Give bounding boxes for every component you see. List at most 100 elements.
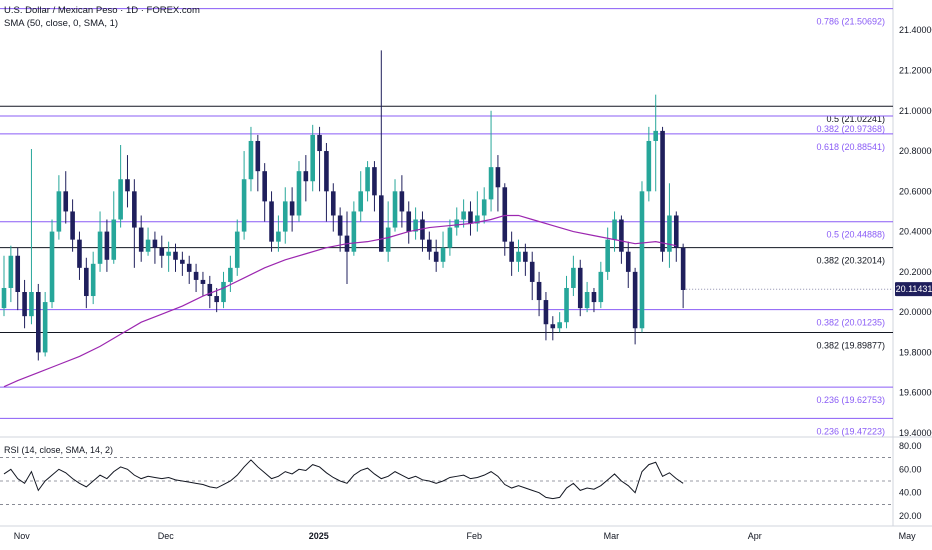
fib-level-label: 0.786 (21.50692) <box>816 17 885 27</box>
candle-body <box>571 267 576 288</box>
candle-body <box>90 263 96 297</box>
candle-body <box>351 211 357 252</box>
candle-body <box>667 215 672 252</box>
candle-body <box>104 231 110 260</box>
fib-level-label: 0.236 (19.47223) <box>816 426 885 436</box>
candle-body <box>186 263 192 272</box>
candle-body <box>180 259 185 264</box>
rsi-line <box>3 459 684 500</box>
x-tick-label: Nov <box>14 531 31 541</box>
candle-body <box>536 281 542 301</box>
candle-body <box>70 211 75 240</box>
y-tick-label: 20.80000 <box>899 146 932 156</box>
candle-body <box>516 251 521 262</box>
candle-body <box>365 167 370 192</box>
fib-level-label: 0.5 (20.44888) <box>826 230 885 240</box>
candle-body <box>22 292 27 317</box>
x-tick-label: May <box>899 531 917 541</box>
rsi-tick-label: 80.00 <box>899 441 922 451</box>
candle-body <box>173 251 178 260</box>
fib-level-label: 0.382 (20.01235) <box>816 318 885 328</box>
candle-body <box>207 283 213 297</box>
candle-body <box>276 231 281 242</box>
candle-body <box>543 300 549 325</box>
candle-body <box>63 191 69 212</box>
candle-body <box>49 231 55 303</box>
candle-body <box>262 171 267 202</box>
candle-body <box>310 134 315 182</box>
candle-body <box>269 201 274 242</box>
candle-body <box>234 231 240 268</box>
candle-body <box>427 239 432 252</box>
y-tick-label: 20.00000 <box>899 307 932 317</box>
candle-body <box>406 211 412 232</box>
rsi-legend: RSI (14, close, SMA, 14, 2) <box>4 445 114 455</box>
candle-body <box>214 296 219 303</box>
x-tick-label: Mar <box>604 531 620 541</box>
candle-body <box>680 247 686 290</box>
candle-body <box>420 219 425 240</box>
x-tick-label: Feb <box>466 531 482 541</box>
candle-body <box>564 287 569 323</box>
candle-body <box>125 179 130 192</box>
candle-body <box>625 251 631 272</box>
fib-level-label: 0.382 (19.89877) <box>816 341 885 351</box>
x-tick-label: Apr <box>748 531 762 541</box>
candle-body <box>557 322 562 329</box>
candle-body <box>200 279 206 284</box>
y-tick-label: 20.40000 <box>899 227 932 237</box>
fib-level-label: 0.382 (20.32014) <box>816 256 885 266</box>
candle-body <box>84 267 89 297</box>
candle-body <box>495 167 501 188</box>
candle-body <box>303 171 309 182</box>
candle-body <box>461 211 466 220</box>
candle-body <box>447 227 453 248</box>
candle-body <box>598 271 604 303</box>
candle-body <box>221 281 226 303</box>
candle-body <box>468 211 473 224</box>
rsi-tick-label: 60.00 <box>899 464 922 474</box>
candle-body <box>653 130 658 141</box>
candle-body <box>56 191 62 232</box>
candle-body <box>612 219 617 240</box>
candle-body <box>619 219 624 252</box>
x-tick-label: Dec <box>158 531 175 541</box>
candle-body <box>529 261 535 282</box>
candle-body <box>159 247 165 256</box>
candle-body <box>29 292 34 317</box>
fib-level-label: 0.382 (20.97368) <box>816 124 885 134</box>
candle-body <box>577 267 583 309</box>
candle-body <box>42 302 48 353</box>
candle-body <box>646 140 652 192</box>
candle-body <box>317 134 322 152</box>
candle-body <box>440 247 446 262</box>
candle-body <box>97 231 103 264</box>
last-price-tag <box>895 282 932 297</box>
fib-level-label: 0.236 (19.62753) <box>816 395 885 405</box>
last-price-value: 20.11431 <box>896 284 932 294</box>
candle-body <box>475 215 480 224</box>
rsi-tick-label: 40.00 <box>899 488 922 498</box>
candle-body <box>385 227 391 252</box>
candle-body <box>591 292 597 303</box>
candle-body <box>296 171 302 216</box>
candle-body <box>433 251 439 262</box>
candle-body <box>550 324 556 329</box>
sma-legend: SMA (50, close, 0, SMA, 1) <box>4 18 119 29</box>
y-tick-label: 19.60000 <box>899 388 932 398</box>
candle-body <box>330 191 336 216</box>
x-tick-label: 2025 <box>309 531 329 541</box>
candle-body <box>584 292 590 309</box>
candle-body <box>145 239 151 252</box>
candle-body <box>77 239 82 268</box>
candle-body <box>673 215 679 248</box>
candle-body <box>372 167 377 196</box>
candle-body <box>193 271 199 280</box>
candle-body <box>639 191 645 329</box>
fib-level-label: 0.5 (21.02241) <box>826 114 885 124</box>
candle-body <box>132 191 137 228</box>
candle-body <box>337 215 343 236</box>
candle-body <box>138 227 144 252</box>
candle-body <box>379 195 384 252</box>
candle-body <box>509 241 514 262</box>
